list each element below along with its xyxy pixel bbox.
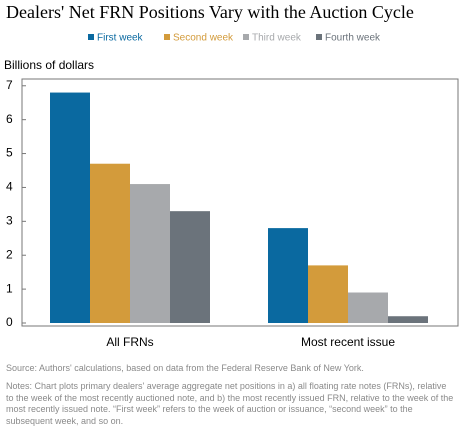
- legend-label: Third week: [252, 33, 302, 44]
- y-tick-label: 5: [6, 146, 13, 160]
- legend-swatch: [243, 34, 249, 40]
- plot-frame: [21, 78, 459, 327]
- x-tick-label: Most recent issue: [301, 335, 395, 349]
- legend-swatch: [88, 34, 94, 40]
- y-tick-label: 3: [6, 214, 13, 228]
- y-axis-label: Billions of dollars: [4, 58, 94, 72]
- legend-swatch: [164, 34, 170, 40]
- bar: [90, 163, 130, 323]
- chart-title: Dealers' Net FRN Positions Vary with the…: [6, 2, 414, 22]
- y-tick-label: 4: [6, 180, 13, 194]
- source: Source: Authors' calculations, based on …: [6, 363, 364, 373]
- chart: Dealers' Net FRN Positions Vary with the…: [4, 2, 459, 349]
- y-tick-label: 2: [6, 247, 13, 261]
- y-tick-label: 0: [6, 315, 13, 329]
- legend-label: First week: [97, 33, 144, 44]
- y-tick-label: 6: [6, 112, 13, 126]
- bar: [348, 292, 388, 323]
- bar: [388, 316, 428, 323]
- bar: [50, 92, 90, 323]
- legend-label: Second week: [173, 33, 234, 44]
- legend-label: Fourth week: [325, 33, 381, 44]
- bar: [268, 228, 308, 323]
- bar: [308, 265, 348, 323]
- x-tick-label: All FRNs: [106, 335, 153, 349]
- bar: [130, 184, 170, 323]
- y-tick-label: 1: [6, 281, 13, 295]
- notes: Notes: Chart plots primary dealers' aver…: [6, 381, 454, 426]
- legend-swatch: [316, 34, 322, 40]
- y-tick-label: 7: [6, 78, 13, 92]
- bar: [170, 211, 210, 323]
